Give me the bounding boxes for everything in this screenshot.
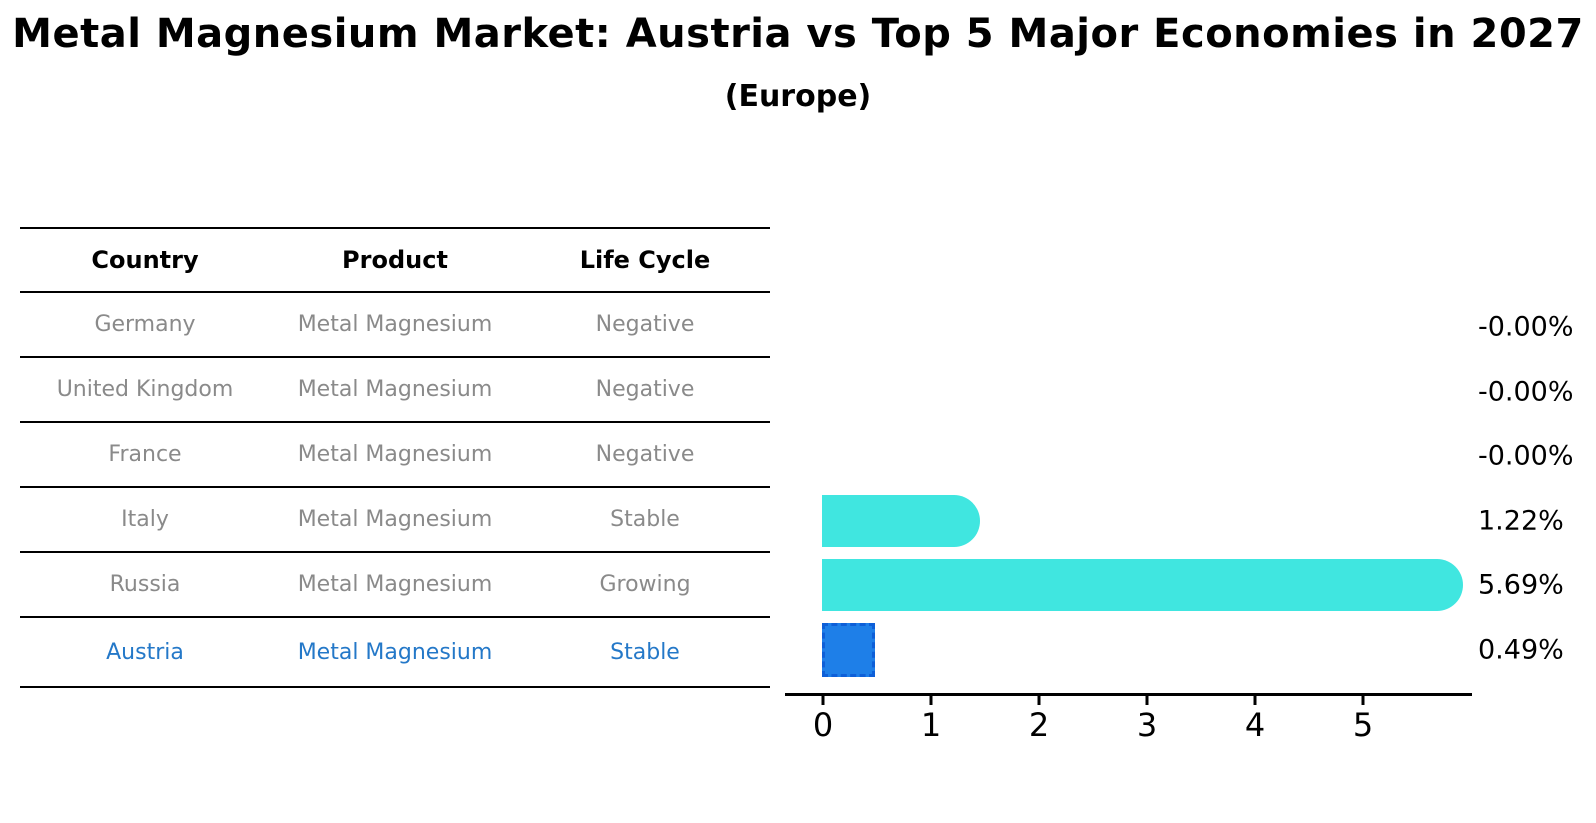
cell-country: France bbox=[108, 442, 182, 467]
table-row: Italy Metal Magnesium Stable bbox=[20, 488, 770, 553]
x-tick-label: 2 bbox=[1028, 706, 1050, 744]
x-tick-label: 3 bbox=[1136, 706, 1158, 744]
bar-italy bbox=[822, 494, 980, 547]
table-row: Germany Metal Magnesium Negative bbox=[20, 293, 770, 358]
value-label-france: -0.00% bbox=[1478, 440, 1574, 472]
cell-lifecycle: Growing bbox=[599, 572, 691, 597]
x-tick-mark bbox=[821, 696, 825, 705]
table-body: Germany Metal Magnesium Negative United … bbox=[20, 293, 770, 688]
chart-subtitle: (Europe) bbox=[724, 79, 872, 114]
table-row: Austria Metal Magnesium Stable bbox=[20, 618, 770, 688]
value-label-united kingdom: -0.00% bbox=[1478, 376, 1574, 408]
table-row: United Kingdom Metal Magnesium Negative bbox=[20, 358, 770, 423]
x-tick-label: 5 bbox=[1352, 706, 1374, 744]
cell-lifecycle: Negative bbox=[595, 442, 695, 467]
cell-lifecycle: Stable bbox=[610, 639, 680, 665]
x-tick-label: 0 bbox=[812, 706, 834, 744]
cell-lifecycle: Negative bbox=[595, 312, 695, 337]
x-tick-label: 1 bbox=[920, 706, 942, 744]
table-row: France Metal Magnesium Negative bbox=[20, 423, 770, 488]
column-header-lifecycle: Life Cycle bbox=[579, 246, 711, 274]
x-tick-mark bbox=[1037, 696, 1041, 705]
bar-russia bbox=[822, 559, 1463, 612]
table-header-row: Country Product Life Cycle bbox=[20, 229, 770, 293]
cell-product: Metal Magnesium bbox=[297, 377, 493, 402]
cell-product: Metal Magnesium bbox=[297, 507, 493, 532]
table-row: Russia Metal Magnesium Growing bbox=[20, 553, 770, 618]
x-tick-mark bbox=[1145, 696, 1149, 705]
cell-product: Metal Magnesium bbox=[297, 442, 493, 467]
cell-country: Italy bbox=[121, 507, 169, 532]
cell-product: Metal Magnesium bbox=[297, 312, 493, 337]
cell-product: Metal Magnesium bbox=[297, 572, 493, 597]
x-tick-label: 4 bbox=[1244, 706, 1266, 744]
cell-country: Austria bbox=[106, 639, 184, 665]
x-tick-mark bbox=[1361, 696, 1365, 705]
value-label-germany: -0.00% bbox=[1478, 311, 1574, 343]
value-label-russia: 5.69% bbox=[1478, 569, 1564, 601]
value-label-italy: 1.22% bbox=[1478, 505, 1564, 537]
cell-product: Metal Magnesium bbox=[297, 639, 493, 665]
bar-highlight-austria bbox=[822, 623, 875, 677]
chart-title: Metal Magnesium Market: Austria vs Top 5… bbox=[12, 11, 1584, 57]
cell-country: Germany bbox=[94, 312, 196, 337]
country-table: Country Product Life Cycle Germany Metal… bbox=[20, 227, 770, 688]
column-header-product: Product bbox=[342, 246, 448, 274]
cell-country: United Kingdom bbox=[56, 377, 234, 402]
column-header-country: Country bbox=[91, 246, 199, 274]
cell-lifecycle: Negative bbox=[595, 377, 695, 402]
x-tick-mark bbox=[1253, 696, 1257, 705]
cell-lifecycle: Stable bbox=[610, 507, 680, 532]
cell-country: Russia bbox=[109, 572, 181, 597]
x-tick-mark bbox=[929, 696, 933, 705]
value-label-austria: 0.49% bbox=[1478, 634, 1564, 666]
x-axis-line bbox=[785, 693, 1472, 696]
